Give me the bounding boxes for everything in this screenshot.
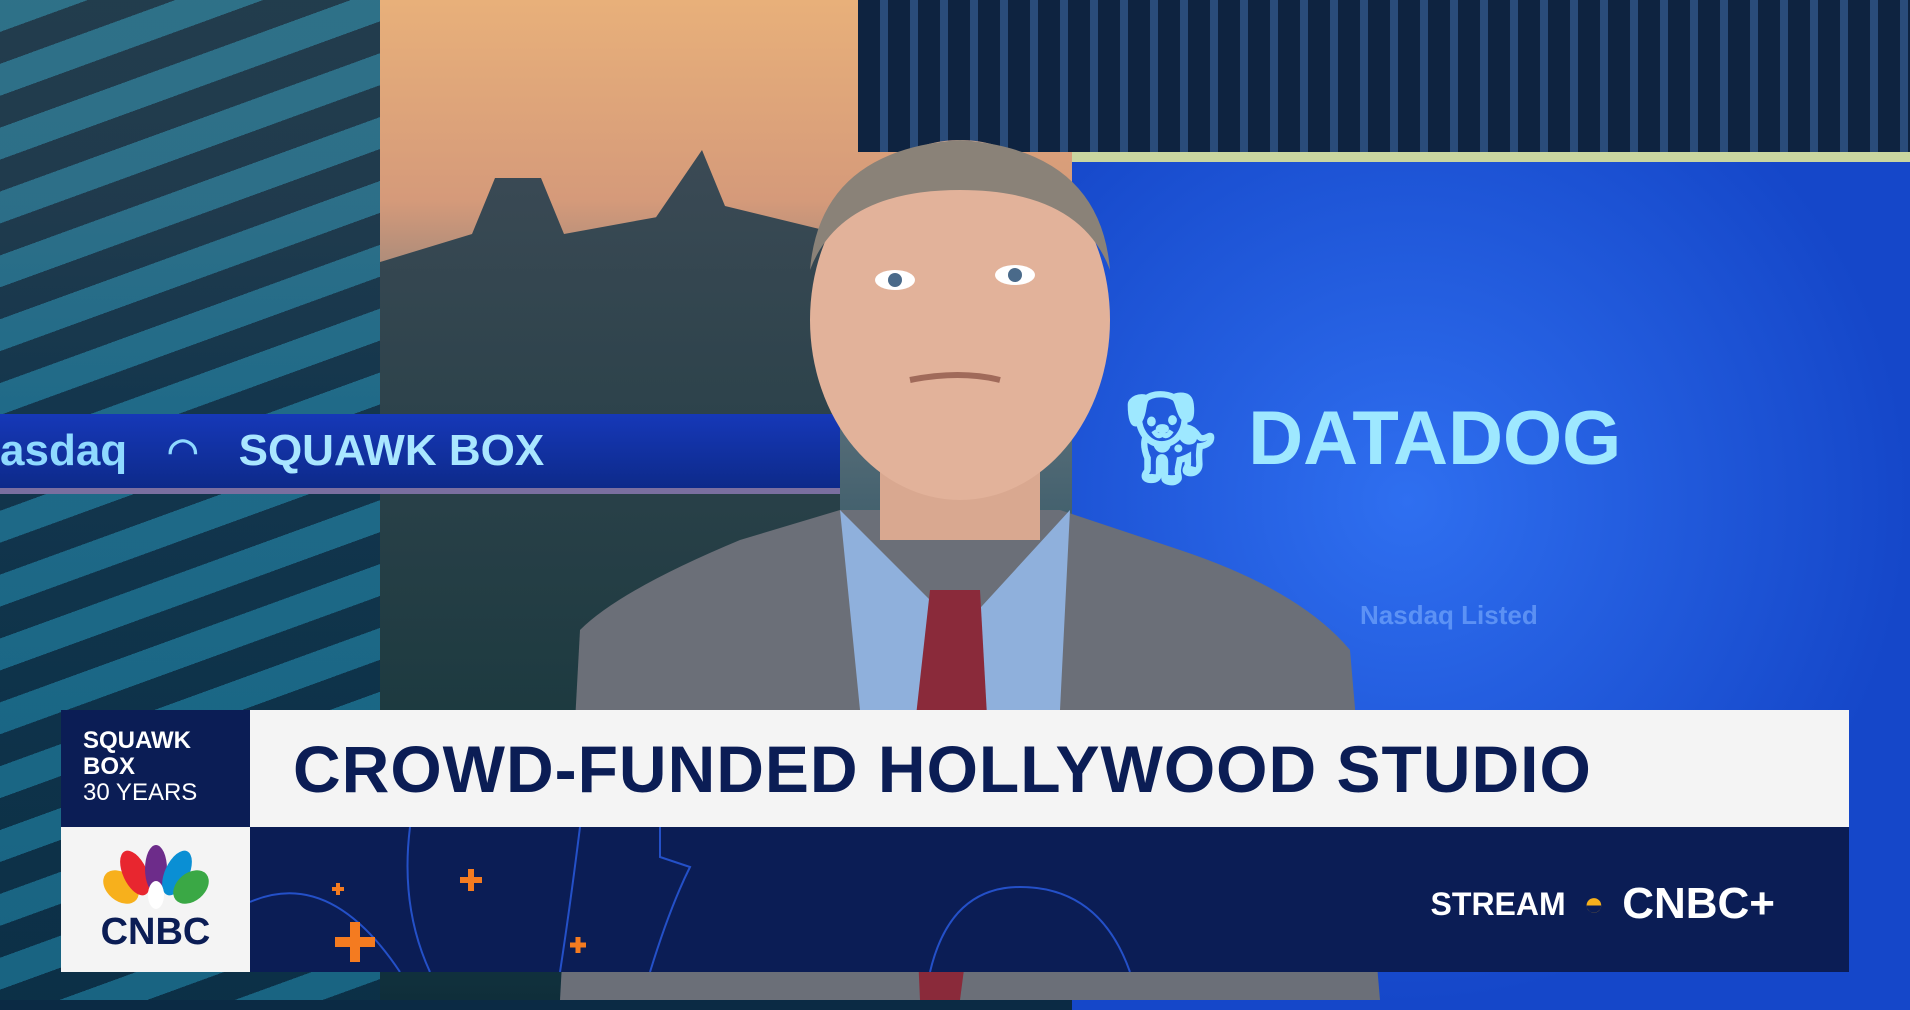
lower-third: SQUAWK BOX 30 YEARS CROWD-FUNDED HOLLYWO… — [61, 710, 1849, 972]
stream-promo: STREAM ◓ CNBC+ — [1431, 879, 1775, 929]
ticker-banner: asdaq ◠ SQUAWK BOX — [0, 414, 840, 494]
show-label-line: SQUAWK — [83, 727, 191, 754]
plus-icon — [335, 922, 375, 962]
datadog-wordmark: DATADOG — [1248, 395, 1622, 481]
show-label-anniversary: 30 YEARS — [83, 779, 198, 806]
datadog-logo: 🐕︎ DATADOG — [1114, 378, 1621, 498]
show-label-line: BOX — [83, 753, 136, 780]
network-logo-text: CNBC — [100, 911, 211, 953]
screen-subtext: Nasdaq Listed — [1360, 600, 1538, 630]
peacock-icon: ◓ — [1583, 884, 1605, 923]
skyscraper-background — [858, 0, 1910, 152]
peacock-icon — [102, 845, 209, 909]
peacock-icon: ◠ — [167, 430, 199, 471]
plus-icon — [570, 937, 586, 953]
shirt — [840, 510, 1070, 710]
stream-brand: CNBC+ — [1622, 879, 1775, 928]
stream-label: STREAM — [1430, 885, 1566, 922]
plus-icon — [332, 883, 344, 895]
hair — [810, 140, 1110, 270]
show-badge: SQUAWK BOX 30 YEARS — [61, 710, 250, 827]
ticker-show-name: SQUAWK BOX — [238, 426, 545, 475]
network-logo: CNBC — [61, 827, 250, 972]
plus-icon — [460, 869, 482, 891]
decorative-lines — [250, 827, 1131, 972]
bottom-bar: STREAM ◓ CNBC+ — [250, 827, 1849, 972]
ticker-text: asdaq — [0, 426, 128, 475]
headline: CROWD-FUNDED HOLLYWOOD STUDIO — [293, 731, 1592, 806]
headline-bar: CROWD-FUNDED HOLLYWOOD STUDIO — [250, 710, 1849, 827]
face — [810, 140, 1110, 500]
dog-icon: 🐕︎ — [1114, 388, 1229, 489]
